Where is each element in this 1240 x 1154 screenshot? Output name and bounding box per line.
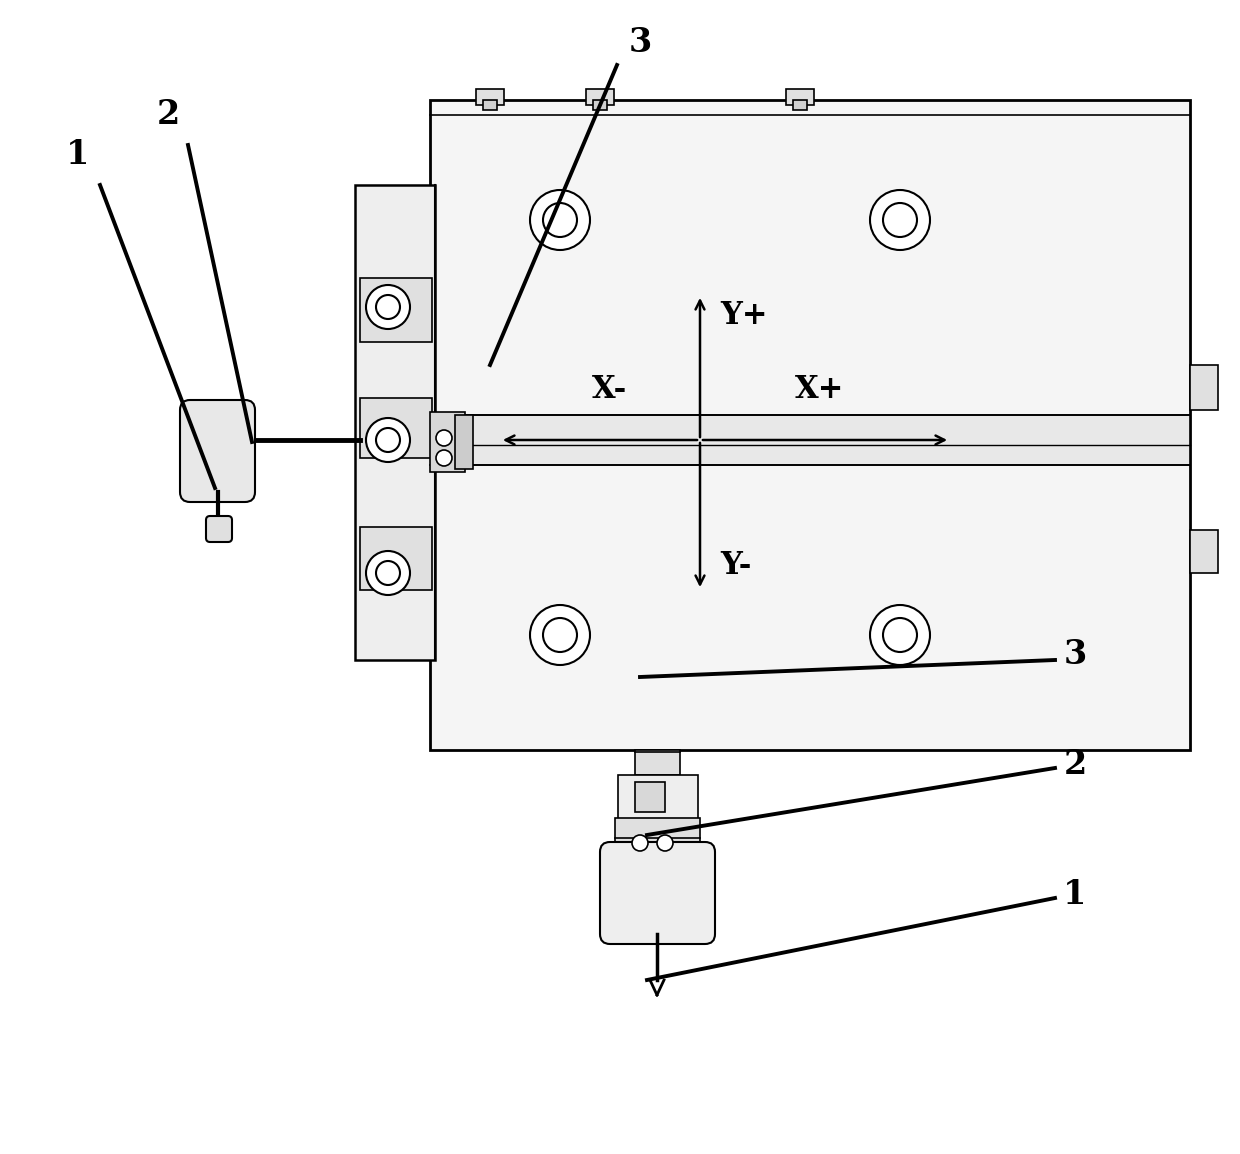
Circle shape <box>870 605 930 665</box>
FancyBboxPatch shape <box>600 842 715 944</box>
Bar <box>355 185 435 660</box>
Text: X+: X+ <box>795 375 844 405</box>
Bar <box>484 100 497 110</box>
Circle shape <box>529 190 590 250</box>
Circle shape <box>529 605 590 665</box>
Circle shape <box>657 835 673 850</box>
Circle shape <box>376 561 401 585</box>
Bar <box>794 100 807 110</box>
FancyBboxPatch shape <box>206 516 232 542</box>
Text: 1: 1 <box>66 138 89 172</box>
Circle shape <box>870 190 930 250</box>
Circle shape <box>436 450 453 466</box>
Text: Y-: Y- <box>720 549 751 580</box>
Bar <box>615 818 701 855</box>
Circle shape <box>376 295 401 319</box>
Bar <box>593 100 608 110</box>
Bar <box>587 89 614 105</box>
Circle shape <box>436 430 453 445</box>
Bar <box>430 100 1190 750</box>
Bar <box>635 750 680 775</box>
Bar <box>430 415 1190 465</box>
Bar <box>360 398 432 458</box>
Circle shape <box>543 619 577 652</box>
Circle shape <box>366 285 410 329</box>
Circle shape <box>376 428 401 452</box>
Circle shape <box>366 418 410 462</box>
Bar <box>430 412 465 472</box>
Bar <box>476 89 503 105</box>
Circle shape <box>632 835 649 850</box>
Text: Y+: Y+ <box>720 300 768 330</box>
Bar <box>1190 365 1218 410</box>
Bar <box>618 775 698 820</box>
Bar <box>360 527 432 590</box>
Circle shape <box>883 203 918 237</box>
Bar <box>1190 530 1218 574</box>
Circle shape <box>543 203 577 237</box>
Circle shape <box>366 550 410 595</box>
Text: X-: X- <box>593 375 627 405</box>
Text: 2: 2 <box>156 98 180 132</box>
Bar <box>360 278 432 342</box>
FancyBboxPatch shape <box>180 400 255 502</box>
Bar <box>786 89 813 105</box>
Circle shape <box>883 619 918 652</box>
Text: 3: 3 <box>1064 638 1086 672</box>
Text: 2: 2 <box>1064 749 1086 781</box>
Text: 1: 1 <box>1064 878 1086 912</box>
Text: 3: 3 <box>629 27 652 60</box>
Bar <box>455 415 472 469</box>
Bar <box>635 782 665 812</box>
